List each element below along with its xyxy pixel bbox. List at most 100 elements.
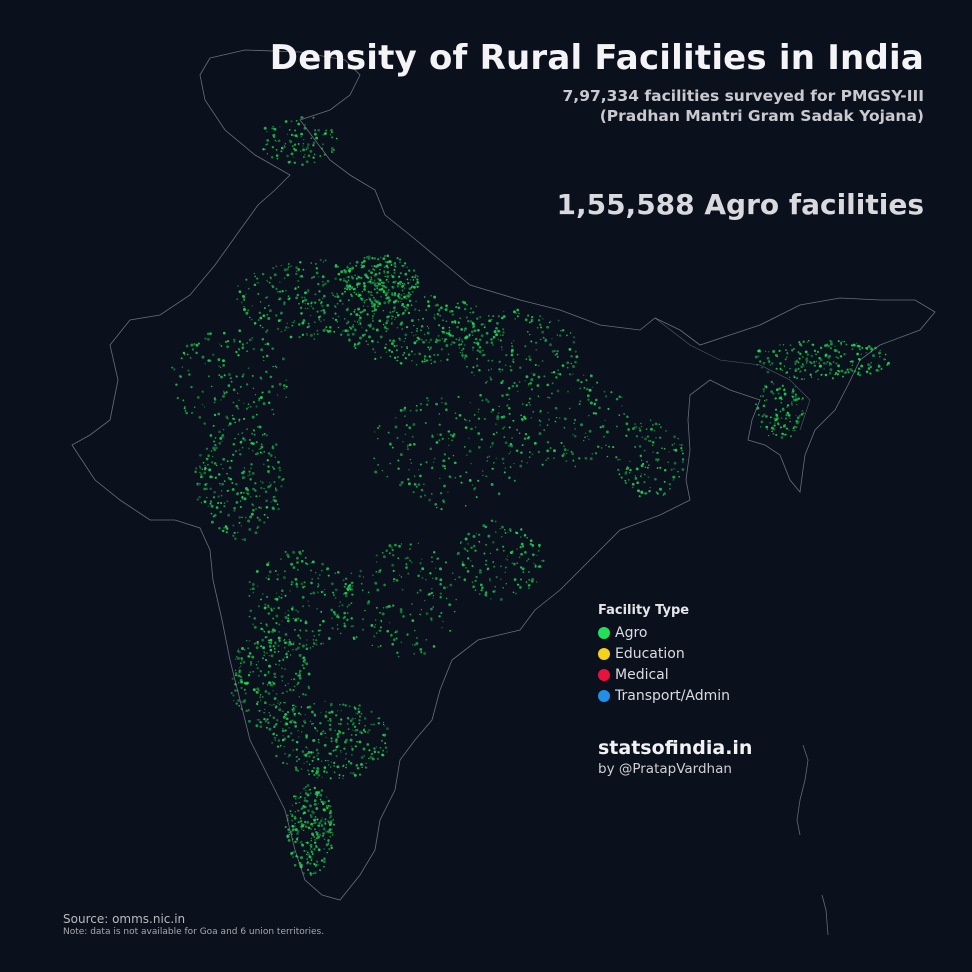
agro-facility-dot [232,694,235,697]
agro-facility-dot [350,293,353,296]
agro-facility-dot [316,585,319,588]
agro-facility-dot [272,689,274,692]
agro-facility-dot [274,456,277,459]
agro-facility-dot [285,289,287,292]
agro-facility-dot [352,585,354,587]
agro-facility-dot [296,135,299,138]
agro-facility-dot [270,501,272,503]
agro-facility-dot [277,475,281,479]
agro-facility-dot [248,339,251,341]
agro-facility-dot [281,357,285,361]
agro-facility-dot [209,475,213,479]
agro-facility-dot [551,338,553,340]
agro-facility-dot [672,479,675,481]
agro-facility-dot [457,395,460,398]
agro-facility-dot [484,324,486,326]
agro-facility-dot [840,344,842,346]
agro-facility-dot [657,458,660,461]
agro-facility-dot [346,612,349,615]
agro-facility-dot [762,404,766,408]
agro-facility-dot [423,355,427,358]
agro-facility-dot [287,614,290,617]
agro-facility-dot [208,468,212,472]
agro-facility-dot [313,321,316,324]
agro-facility-dot [233,506,236,510]
agro-facility-dot [261,481,264,484]
agro-facility-dot [338,730,342,734]
agro-facility-dot [379,268,381,271]
agro-facility-dot [236,405,238,407]
agro-facility-dot [504,441,508,445]
agro-facility-dot [406,266,408,268]
agro-facility-dot [397,282,400,285]
agro-facility-dot [485,331,489,335]
agro-facility-dot [496,322,499,325]
agro-facility-dot [438,423,441,426]
agro-facility-dot [464,307,467,311]
agro-facility-dot [419,562,422,565]
agro-facility-dot [495,423,497,425]
agro-facility-dot [451,341,454,344]
agro-facility-dot [783,365,786,367]
agro-facility-dot [586,394,590,398]
agro-facility-dot [259,480,262,482]
agro-facility-dot [433,313,436,316]
agro-facility-dot [805,359,809,363]
agro-facility-dot [310,592,312,595]
agro-facility-dot [215,464,218,467]
agro-facility-dot [494,585,497,588]
agro-facility-dot [503,529,506,531]
agro-facility-dot [439,477,441,480]
agro-facility-dot [546,383,549,387]
agro-facility-dot [486,380,488,383]
agro-facility-dot [870,362,872,364]
agro-facility-dot [330,149,333,152]
agro-facility-dot [361,310,364,313]
agro-facility-dot [453,341,456,344]
agro-facility-dot [250,441,254,445]
legend-label: Transport/Admin [615,687,731,704]
agro-facility-dot [238,704,241,707]
agro-facility-dot [287,295,290,297]
agro-facility-dot [307,750,311,754]
agro-facility-dot [336,624,339,626]
agro-facility-dot [555,421,557,423]
agro-facility-dot [332,148,335,151]
agro-facility-dot [302,142,305,145]
agro-facility-dot [469,307,473,310]
agro-facility-dot [267,465,270,468]
agro-facility-dot [385,286,388,289]
agro-facility-dot [350,734,353,736]
agro-facility-dot [813,360,816,363]
agro-facility-dot [513,462,515,465]
agro-facility-dot [427,304,431,308]
agro-facility-dot [497,492,501,496]
agro-facility-dot [233,531,236,535]
agro-facility-dot [759,360,762,363]
agro-facility-dot [223,437,225,439]
agro-facility-dot [286,814,289,817]
agro-facility-dot [807,339,810,342]
agro-facility-dot [413,475,416,477]
agro-facility-dot [445,338,448,340]
agro-facility-dot [198,416,202,419]
agro-facility-dot [393,293,397,297]
agro-facility-dot [475,305,478,308]
agro-facility-dot [508,412,511,415]
agro-facility-dot [373,307,375,309]
agro-facility-dot [508,476,511,479]
agro-facility-dot [260,486,263,490]
agro-facility-dot [296,829,300,833]
agro-facility-dot [539,323,542,326]
agro-facility-dot [842,375,844,378]
agro-facility-dot [645,492,648,495]
agro-facility-dot [234,669,237,671]
agro-facility-dot [323,769,326,773]
agro-facility-dot [240,301,243,304]
agro-facility-dot [242,700,246,704]
agro-facility-dot [319,829,321,831]
agro-facility-dot [870,348,874,351]
agro-facility-dot [571,452,574,456]
agro-facility-dot [527,383,530,385]
agro-facility-dot [499,334,502,336]
